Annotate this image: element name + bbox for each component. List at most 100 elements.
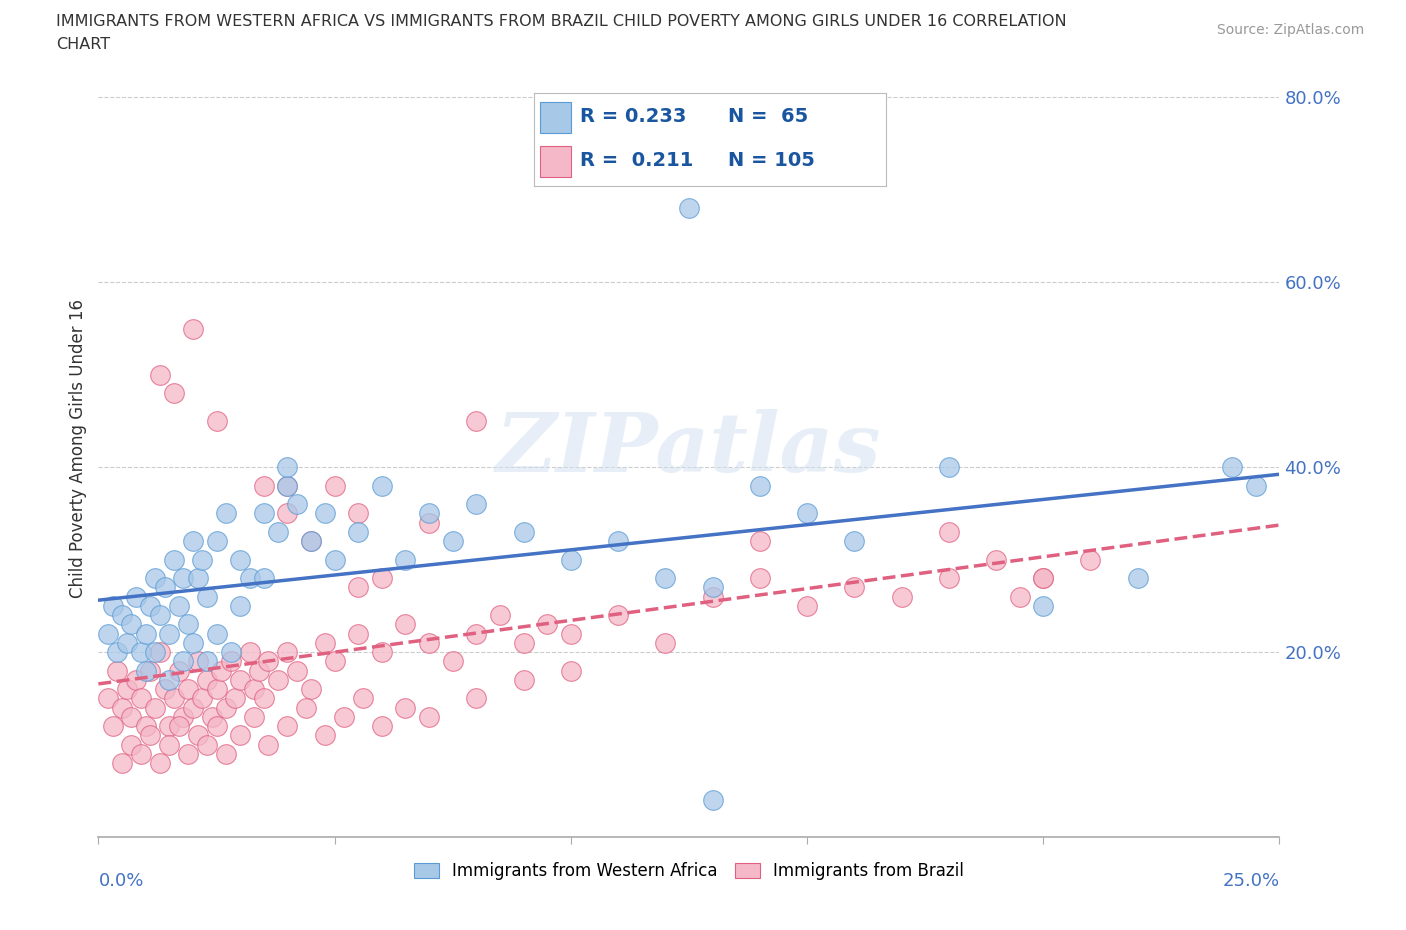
Point <box>253 478 276 493</box>
Point <box>219 654 242 669</box>
Point <box>224 691 246 706</box>
Point <box>187 654 209 669</box>
Point <box>111 755 134 770</box>
Point <box>139 598 162 613</box>
Point <box>181 534 204 549</box>
Point <box>347 580 370 595</box>
Point <box>153 580 176 595</box>
Point <box>153 682 176 697</box>
Point <box>347 525 370 539</box>
FancyBboxPatch shape <box>540 147 571 177</box>
Point <box>115 682 138 697</box>
Point <box>129 691 152 706</box>
Point <box>257 737 280 752</box>
Point <box>101 719 124 734</box>
Point <box>191 691 214 706</box>
Point <box>489 607 512 622</box>
Point <box>205 626 228 641</box>
Point <box>465 626 488 641</box>
Point <box>702 590 724 604</box>
Point <box>314 728 336 743</box>
Point <box>299 682 322 697</box>
Point <box>276 644 298 659</box>
Point <box>149 644 172 659</box>
Point <box>215 700 238 715</box>
Point <box>371 644 394 659</box>
Point <box>205 414 228 429</box>
Point <box>394 617 416 631</box>
Point <box>938 525 960 539</box>
Point <box>890 590 912 604</box>
Point <box>187 728 209 743</box>
Point <box>371 478 394 493</box>
Point <box>267 672 290 687</box>
Point <box>205 682 228 697</box>
Point <box>1032 571 1054 586</box>
Point <box>97 691 120 706</box>
Point <box>229 552 252 567</box>
Point <box>121 617 143 631</box>
Point <box>323 552 346 567</box>
Point <box>654 571 676 586</box>
Point <box>347 626 370 641</box>
Point <box>157 672 180 687</box>
Text: 0.0%: 0.0% <box>98 872 143 890</box>
Point <box>143 644 166 659</box>
Point <box>149 367 172 382</box>
Point <box>163 691 186 706</box>
Point <box>172 654 194 669</box>
Point <box>111 607 134 622</box>
Point <box>465 414 488 429</box>
Point <box>219 644 242 659</box>
Point <box>1032 598 1054 613</box>
Point <box>149 755 172 770</box>
Point <box>748 571 770 586</box>
Text: N =  65: N = 65 <box>728 107 808 126</box>
Point <box>844 580 866 595</box>
Point <box>253 506 276 521</box>
Point <box>607 534 630 549</box>
Point <box>560 663 582 678</box>
Point <box>465 691 488 706</box>
Point <box>167 598 190 613</box>
Text: ZIPatlas: ZIPatlas <box>496 408 882 489</box>
Point <box>267 525 290 539</box>
Point <box>938 571 960 586</box>
Point <box>607 607 630 622</box>
Point <box>149 607 172 622</box>
Point <box>239 644 262 659</box>
Point <box>394 552 416 567</box>
Point <box>1220 459 1243 474</box>
Point <box>167 663 190 678</box>
Point <box>678 201 700 216</box>
Point <box>201 710 224 724</box>
Point <box>181 635 204 650</box>
Point <box>121 710 143 724</box>
Text: CHART: CHART <box>56 37 110 52</box>
Point <box>101 598 124 613</box>
Point <box>352 691 374 706</box>
Point <box>195 672 218 687</box>
Point <box>115 635 138 650</box>
Point <box>314 635 336 650</box>
Point <box>239 571 262 586</box>
Point <box>253 691 276 706</box>
Point <box>205 534 228 549</box>
Point <box>163 552 186 567</box>
Point <box>371 719 394 734</box>
Point <box>139 663 162 678</box>
Point <box>371 571 394 586</box>
Point <box>285 497 308 512</box>
Point <box>748 534 770 549</box>
Point <box>129 747 152 762</box>
Point <box>195 737 218 752</box>
Text: IMMIGRANTS FROM WESTERN AFRICA VS IMMIGRANTS FROM BRAZIL CHILD POVERTY AMONG GIR: IMMIGRANTS FROM WESTERN AFRICA VS IMMIGR… <box>56 14 1067 29</box>
Point <box>181 321 204 336</box>
Point <box>418 515 440 530</box>
Text: R = 0.233: R = 0.233 <box>581 107 686 126</box>
Point <box>257 654 280 669</box>
Point <box>418 710 440 724</box>
Point <box>418 635 440 650</box>
Text: Source: ZipAtlas.com: Source: ZipAtlas.com <box>1216 23 1364 37</box>
Point <box>299 534 322 549</box>
